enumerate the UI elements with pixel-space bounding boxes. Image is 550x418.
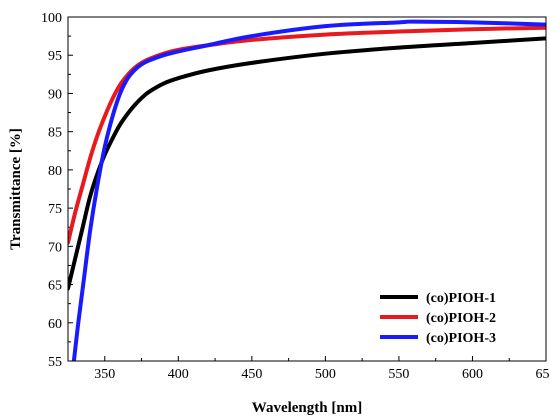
x-tick-label: 550 — [388, 367, 409, 382]
series-line-2 — [68, 25, 546, 245]
x-tick-label: 500 — [315, 367, 336, 382]
y-tick-label: 65 — [48, 279, 62, 294]
x-axis-title: Wavelength [nm] — [252, 400, 362, 416]
series-lines — [68, 19, 546, 361]
legend-label-3: (co)PIOH-3 — [426, 331, 496, 346]
plot-frame — [67, 16, 547, 362]
axis-ticks: 350 400 450 500 550 600 650 55 60 65 70 75 80 85 90 95 1… — [41, 11, 550, 382]
y-tick-label: 70 — [48, 240, 62, 255]
x-tick-label: 350 — [94, 367, 115, 382]
legend-label-1: (co)PIOH-1 — [426, 291, 496, 306]
y-tick-label: 55 — [48, 355, 62, 370]
legend-label-2: (co)PIOH-2 — [426, 311, 496, 326]
legend: (co)PIOH-1 (co)PIOH-2 (co)PIOH-3 — [380, 291, 496, 346]
y-tick-label: 60 — [48, 317, 62, 332]
x-tick-label: 400 — [168, 367, 189, 382]
y-tick-label: 80 — [48, 164, 62, 179]
x-tick-label: 650 — [536, 367, 550, 382]
series-line-3 — [71, 19, 546, 361]
y-tick-label: 85 — [48, 126, 62, 141]
y-tick-label: 95 — [48, 49, 62, 64]
y-tick-label: 100 — [41, 11, 62, 26]
y-axis-title: Transmittance [%] — [8, 128, 24, 250]
x-tick-label: 450 — [241, 367, 262, 382]
x-tick-label: 600 — [462, 367, 483, 382]
series-line-1 — [68, 36, 546, 291]
y-tick-label: 90 — [48, 87, 62, 102]
y-tick-label: 75 — [48, 202, 62, 217]
